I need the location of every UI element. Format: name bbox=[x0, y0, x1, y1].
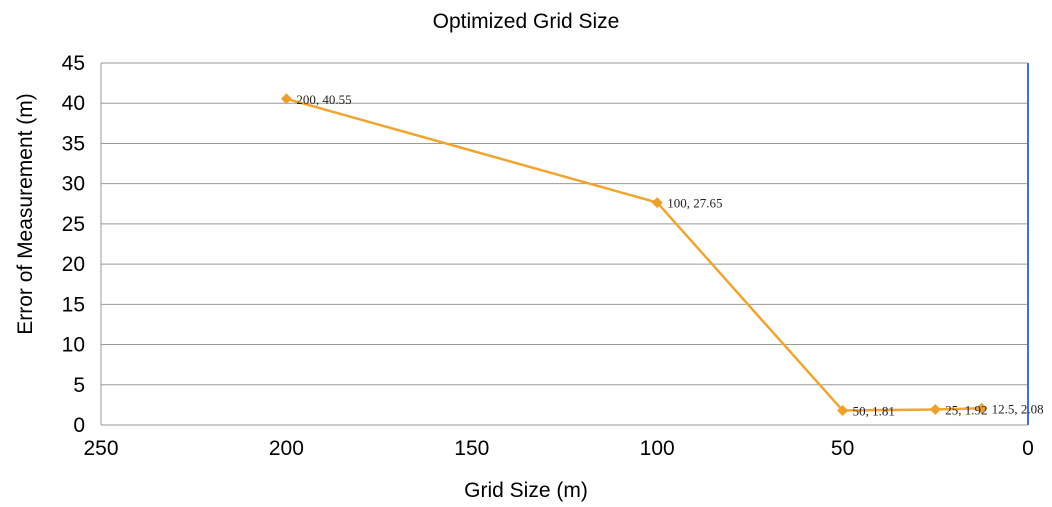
y-tick-label: 15 bbox=[62, 293, 85, 316]
series-group bbox=[280, 93, 988, 416]
y-tick-label: 10 bbox=[62, 334, 85, 357]
data-point-marker bbox=[976, 402, 988, 414]
chart-title: Optimized Grid Size bbox=[432, 10, 620, 33]
x-tick-label: 50 bbox=[831, 437, 854, 460]
data-point-marker bbox=[280, 93, 292, 105]
x-axis-label: Grid Size (m) bbox=[464, 479, 588, 502]
data-point-label: 50, 1.81 bbox=[853, 403, 895, 418]
x-tick-label: 200 bbox=[269, 437, 304, 460]
data-point-label: 100, 27.65 bbox=[667, 196, 722, 211]
data-point-marker bbox=[929, 404, 941, 416]
y-tick-label: 0 bbox=[73, 414, 85, 437]
data-point-label: 12.5, 2.08 bbox=[992, 401, 1044, 416]
y-tick-label: 40 bbox=[62, 92, 85, 115]
data-point-marker bbox=[837, 404, 849, 416]
y-axis-ticks: 0 5 10 15 20 25 30 35 40 45 bbox=[62, 52, 85, 437]
y-tick-label: 45 bbox=[62, 52, 85, 75]
y-tick-label: 35 bbox=[62, 132, 85, 155]
x-tick-label: 100 bbox=[640, 437, 675, 460]
y-tick-label: 20 bbox=[62, 253, 85, 276]
data-point-label: 200, 40.55 bbox=[296, 92, 351, 107]
data-labels: 200, 40.55 100, 27.65 50, 1.81 25, 1.92 12.5… bbox=[296, 92, 1043, 419]
y-tick-label: 30 bbox=[62, 173, 85, 196]
x-tick-label: 150 bbox=[454, 437, 489, 460]
y-tick-label: 25 bbox=[62, 213, 85, 236]
x-axis-ticks: 250 200 150 100 50 0 bbox=[83, 437, 1033, 460]
gridlines bbox=[100, 62, 1028, 426]
x-tick-label: 250 bbox=[83, 437, 118, 460]
data-point-label: 25, 1.92 bbox=[945, 403, 987, 418]
data-point-marker bbox=[651, 197, 663, 209]
series-line bbox=[286, 97, 982, 412]
y-tick-label: 5 bbox=[73, 374, 85, 397]
x-tick-label: 0 bbox=[1022, 437, 1034, 460]
